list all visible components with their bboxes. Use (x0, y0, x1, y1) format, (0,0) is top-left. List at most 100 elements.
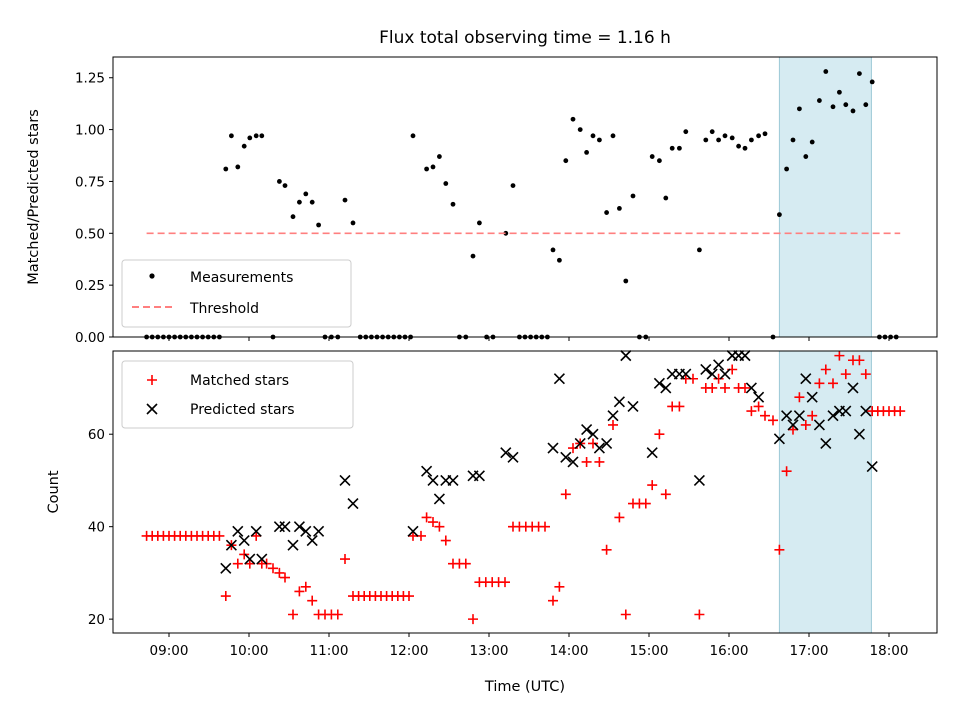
measurement-point (630, 193, 636, 199)
matched-star-point (720, 382, 730, 393)
measurement-point (584, 150, 589, 155)
predicted-star-point (613, 396, 625, 408)
ratio-legend-box (121, 259, 352, 328)
predicted-star-point (339, 474, 351, 487)
measurement-point (223, 166, 229, 172)
measurement-point (350, 220, 356, 226)
measurement-point (823, 69, 829, 74)
matched-star-point (746, 406, 757, 417)
predicted-star-point (853, 428, 865, 440)
predicted-star-point (250, 525, 262, 537)
predicted-star-point (427, 474, 439, 487)
matched-star-point (340, 554, 350, 565)
measurement-point (235, 164, 241, 170)
measurement-point (410, 133, 416, 139)
matched-star-point (581, 456, 592, 467)
measurement-point (663, 195, 669, 201)
predicted-star-point (567, 456, 579, 468)
matched-star-point (239, 549, 250, 560)
predicted-star-point (866, 461, 878, 473)
measurement-point (557, 257, 562, 263)
measurement-point (777, 212, 782, 218)
matched-star-point (840, 369, 851, 380)
legend-dot-marker (149, 273, 155, 279)
measurement-point (817, 98, 822, 103)
matched-star-point (794, 392, 805, 403)
x-tick-label: 12:00 (390, 643, 429, 659)
matched-star-point (468, 614, 478, 625)
matched-star-point (707, 382, 718, 393)
matched-star-point (620, 609, 631, 620)
count-legend-box (121, 360, 354, 429)
matched-star-point (614, 512, 625, 523)
measurement-point (342, 197, 348, 203)
predicted-star-point (279, 521, 291, 533)
measurement-point (863, 102, 869, 108)
matched-star-point (660, 489, 671, 500)
y-tick-label: 40 (88, 520, 105, 536)
measurement-point (597, 137, 602, 143)
measurement-point (309, 199, 315, 205)
predicted-star-point (293, 521, 305, 533)
y-tick-label: 0.75 (75, 174, 105, 190)
measurement-point (623, 278, 629, 284)
legend-label-predicted-stars: Predicted stars (190, 402, 295, 418)
matched-star-point (713, 373, 724, 384)
measurement-point (247, 135, 253, 141)
count-panel: 20 40 60 09:00 10:00 11:00 12:00 13:00 14:00 15:… (46, 350, 938, 695)
ratio-legend: Measurements Threshold (121, 259, 352, 328)
ratio-y-axis-label: Matched/Predicted stars (26, 109, 42, 285)
matched-star-point (434, 521, 445, 532)
measurement-point (590, 133, 596, 139)
legend-plus-glyph (147, 375, 157, 385)
measurement-point (709, 129, 715, 135)
predicted-star-point (860, 405, 872, 417)
predicted-star-point (587, 428, 599, 440)
predicted-star-point (745, 382, 757, 394)
predicted-star-point (225, 539, 237, 551)
matched-star-point (332, 609, 343, 620)
measurement-point (604, 210, 609, 215)
measurement-point (241, 143, 247, 149)
predicted-star-point (713, 359, 725, 371)
count-x-ticks: 09:00 10:00 11:00 12:00 13:00 14:00 15:00 16:00… (150, 633, 908, 659)
measurement-point (503, 230, 509, 236)
x-tick-label: 17:00 (790, 643, 829, 659)
y-tick-label: 0.25 (75, 278, 105, 294)
measurement-point (649, 154, 655, 159)
predicted-star-point (773, 433, 785, 445)
predicted-star-point (306, 534, 318, 547)
matched-star-point (788, 424, 798, 435)
predicted-star-point (593, 442, 605, 454)
matched-star-point (274, 567, 285, 578)
measurement-point (722, 133, 728, 139)
predicted-star-point (700, 363, 712, 376)
x-axis-label: Time (UTC) (484, 679, 565, 695)
legend-x-glyph (146, 403, 158, 415)
count-y-axis-label: Count (46, 470, 62, 513)
matched-star-point (854, 355, 865, 366)
count-y-ticks: 20 40 60 (88, 427, 113, 628)
matched-star-point (428, 517, 438, 528)
measurement-point (563, 158, 569, 164)
predicted-star-point (287, 539, 299, 551)
matched-star-point (828, 378, 838, 389)
matched-star-point (594, 456, 605, 467)
x-tick-label: 14:00 (550, 643, 589, 659)
matched-star-point (294, 586, 305, 597)
matched-star-point (460, 558, 471, 569)
measurement-point (259, 133, 265, 139)
measurement-point (297, 199, 302, 205)
y-tick-label: 60 (88, 427, 105, 443)
predicted-star-point (820, 437, 832, 450)
predicted-star-point (719, 368, 731, 380)
predicted-star-point (238, 534, 250, 547)
matched-star-point (440, 535, 451, 546)
measurement-point (683, 129, 689, 135)
predicted-star-point (244, 553, 256, 565)
matched-star-point (244, 558, 255, 569)
x-tick-label: 13:00 (470, 643, 509, 659)
measurement-point (477, 220, 482, 226)
predicted-star-point (739, 350, 751, 362)
matched-star-point (860, 369, 871, 380)
